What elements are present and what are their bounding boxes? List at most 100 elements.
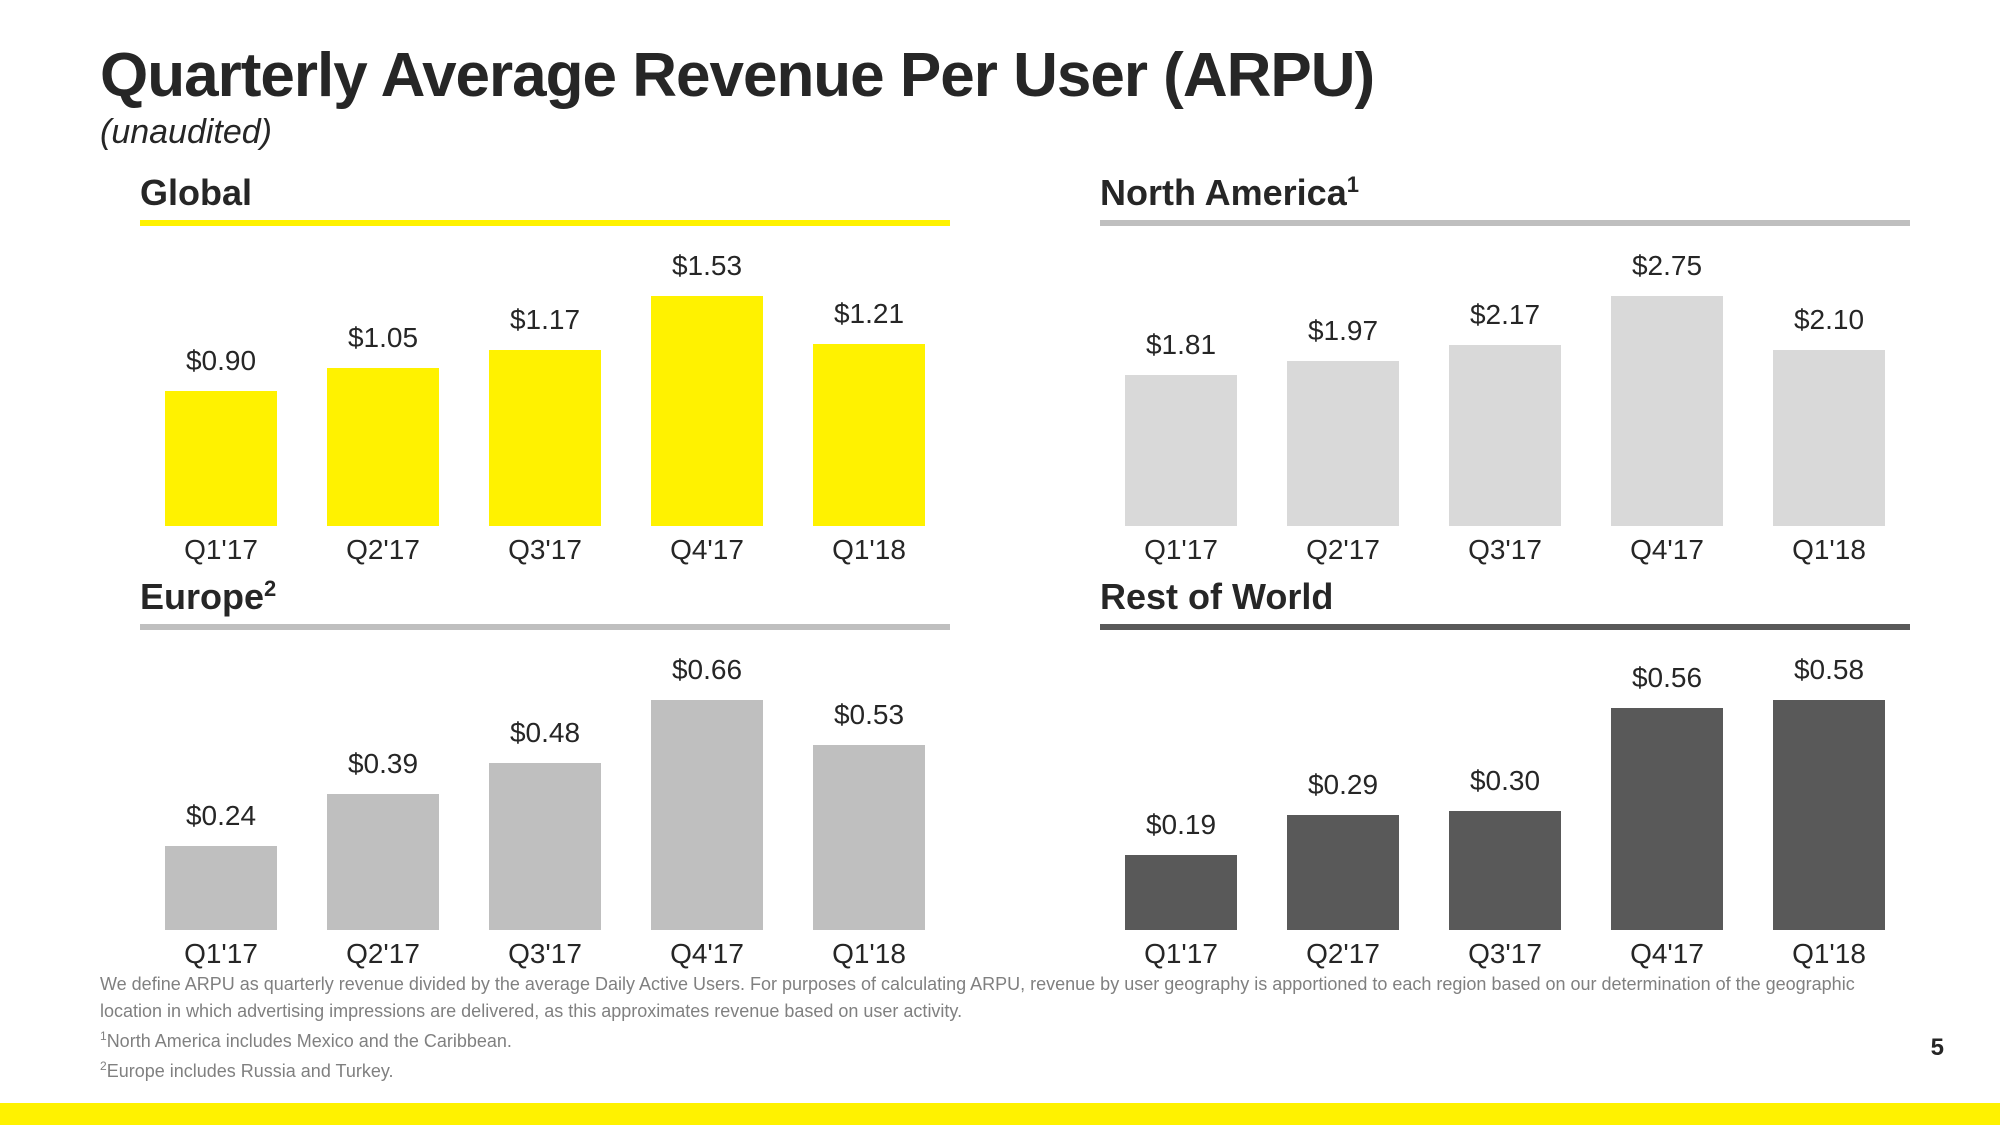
bar-wrap: $2.17 (1443, 299, 1568, 526)
x-labels: Q1'17 Q2'17 Q3'17 Q4'17 Q1'18 (1100, 534, 1910, 566)
x-label: Q1'18 (1767, 534, 1892, 566)
page-number: 5 (1931, 1034, 1944, 1062)
page-title: Quarterly Average Revenue Per User (ARPU… (100, 40, 1900, 111)
bar-value-label: $0.58 (1794, 654, 1864, 686)
bar (165, 846, 277, 930)
x-label: Q2'17 (1281, 534, 1406, 566)
x-label: Q3'17 (483, 534, 608, 566)
bar-value-label: $1.81 (1146, 329, 1216, 361)
bar (1611, 708, 1723, 930)
bars: $0.19$0.29$0.30$0.56$0.58 (1100, 700, 1910, 930)
bar-wrap: $0.66 (645, 654, 770, 930)
bar (327, 794, 439, 930)
bar-wrap: $0.19 (1119, 809, 1244, 930)
panel-rule-rest-of-world (1100, 624, 1910, 630)
bar-wrap: $0.58 (1767, 654, 1892, 930)
footnotes: We define ARPU as quarterly revenue divi… (100, 969, 1900, 1085)
bar-value-label: $0.19 (1146, 809, 1216, 841)
bar-value-label: $0.90 (186, 345, 256, 377)
bar-value-label: $2.17 (1470, 299, 1540, 331)
bar-value-label: $0.30 (1470, 765, 1540, 797)
bar-value-label: $1.17 (510, 304, 580, 336)
x-label: Q1'18 (807, 534, 932, 566)
panel-title-north-america: North America1 (1100, 172, 1910, 214)
panel-title-text: Europe (140, 576, 264, 617)
bars: $0.90$1.05$1.17$1.53$1.21 (140, 296, 950, 526)
bar-value-label: $1.21 (834, 298, 904, 330)
chart-grid: Global $0.90$1.05$1.17$1.53$1.21Q1'17Q2'… (100, 172, 1900, 970)
x-label: Q4'17 (1605, 938, 1730, 970)
bar-value-label: $0.66 (672, 654, 742, 686)
footnote-1-sup: 1 (100, 1029, 107, 1043)
panel-global: Global $0.90$1.05$1.17$1.53$1.21Q1'17Q2'… (140, 172, 950, 566)
x-label: Q2'17 (1281, 938, 1406, 970)
x-label: Q1'18 (1767, 938, 1892, 970)
panel-title-global: Global (140, 172, 950, 214)
x-labels: Q1'17Q2'17Q3'17Q4'17Q1'18 (140, 938, 950, 970)
x-label: Q1'17 (159, 938, 284, 970)
bar-value-label: $0.48 (510, 717, 580, 749)
footnote-1: 1North America includes Mexico and the C… (100, 1027, 1900, 1055)
page-subtitle: (unaudited) (100, 113, 1900, 152)
bar (1125, 375, 1237, 526)
panel-rule-europe (140, 624, 950, 630)
bar-wrap: $0.90 (159, 345, 284, 526)
panel-title-text: Global (140, 172, 252, 213)
bar-value-label: $0.53 (834, 699, 904, 731)
bar-wrap: $1.05 (321, 322, 446, 526)
panel-title-text: Rest of World (1100, 576, 1333, 617)
x-label: Q4'17 (645, 938, 770, 970)
bar-value-label: $0.29 (1308, 769, 1378, 801)
panel-title-text: North America (1100, 172, 1347, 213)
footnote-2-text: Europe includes Russia and Turkey. (107, 1061, 394, 1081)
bar-value-label: $2.10 (1794, 304, 1864, 336)
bar (1773, 700, 1885, 930)
bar-value-label: $1.97 (1308, 315, 1378, 347)
bar-wrap: $0.48 (483, 717, 608, 930)
bar (1287, 815, 1399, 930)
panel-title-sup: 1 (1347, 172, 1359, 197)
chart-global: $0.90$1.05$1.17$1.53$1.21Q1'17Q2'17Q3'17… (140, 246, 950, 566)
x-label: Q1'17 (1119, 534, 1244, 566)
bar-wrap: $1.17 (483, 304, 608, 526)
bar (1611, 296, 1723, 526)
panel-europe: Europe2 $0.24$0.39$0.48$0.66$0.53Q1'17Q2… (140, 576, 950, 970)
bar-value-label: $2.75 (1632, 250, 1702, 282)
bar (1287, 361, 1399, 526)
x-label: Q3'17 (1443, 534, 1568, 566)
bar-wrap: $1.81 (1119, 329, 1244, 526)
x-label: Q4'17 (1605, 534, 1730, 566)
bar (165, 391, 277, 526)
bar (489, 350, 601, 526)
x-label: Q1'18 (807, 938, 932, 970)
bar (1773, 350, 1885, 526)
bar-wrap: $0.39 (321, 748, 446, 930)
x-labels: Q1'17Q2'17Q3'17Q4'17Q1'18 (1100, 938, 1910, 970)
x-label: Q4'17 (645, 534, 770, 566)
x-label: Q1'17 (159, 534, 284, 566)
bar (1449, 345, 1561, 526)
bar (813, 745, 925, 930)
panel-title-sup: 2 (264, 576, 276, 601)
bar (651, 296, 763, 526)
bar-wrap: $0.29 (1281, 769, 1406, 930)
bar-wrap: $1.97 (1281, 315, 1406, 526)
bar-wrap: $2.75 (1605, 250, 1730, 526)
chart-rest-of-world: $0.19$0.29$0.30$0.56$0.58Q1'17Q2'17Q3'17… (1100, 650, 1910, 970)
footnote-2: 2Europe includes Russia and Turkey. (100, 1057, 1900, 1085)
bar (1125, 855, 1237, 930)
bar-value-label: $0.39 (348, 748, 418, 780)
bar (651, 700, 763, 930)
bar-wrap: $0.56 (1605, 662, 1730, 930)
x-label: Q1'17 (1119, 938, 1244, 970)
x-label: Q3'17 (483, 938, 608, 970)
bar-wrap: $2.10 (1767, 304, 1892, 526)
slide: Quarterly Average Revenue Per User (ARPU… (0, 0, 2000, 1125)
panel-title-europe: Europe2 (140, 576, 950, 618)
bar-wrap: $0.24 (159, 800, 284, 930)
panel-rest-of-world: Rest of World $0.19 $0.29 $0.30 $0.56 $0.58 Q… (1100, 576, 1910, 970)
bar-value-label: $0.24 (186, 800, 256, 832)
bars: $0.24$0.39$0.48$0.66$0.53 (140, 700, 950, 930)
footnote-main: We define ARPU as quarterly revenue divi… (100, 971, 1900, 1025)
bar-value-label: $1.05 (348, 322, 418, 354)
